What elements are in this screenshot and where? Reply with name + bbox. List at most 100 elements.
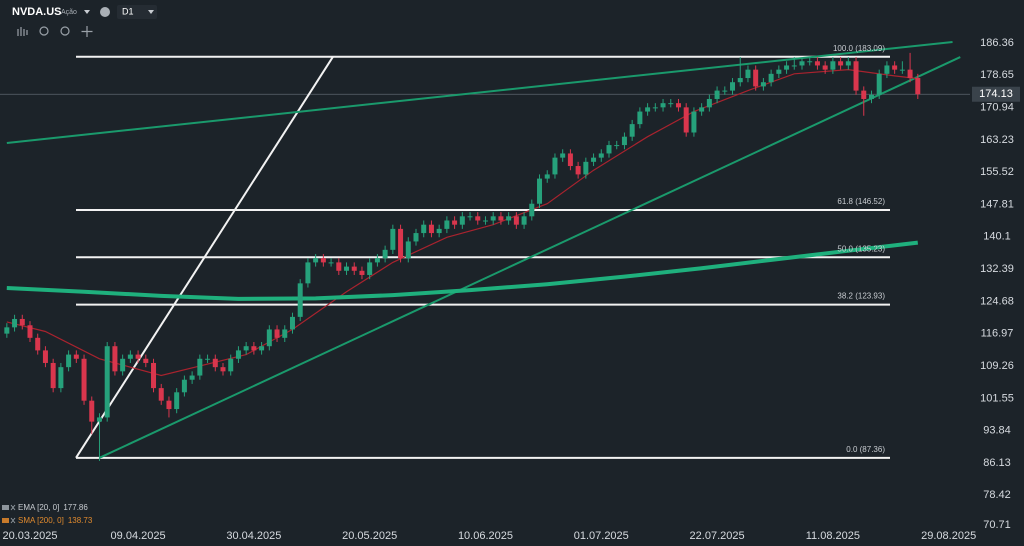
candle-body bbox=[135, 354, 141, 359]
candle-body bbox=[220, 367, 226, 372]
candle-body bbox=[683, 107, 689, 133]
candle-body bbox=[428, 224, 434, 234]
x-tick-label: 01.07.2025 bbox=[574, 530, 629, 542]
candle-body bbox=[243, 346, 249, 351]
candle-body bbox=[776, 69, 782, 74]
candle-body bbox=[706, 98, 712, 108]
candle-body bbox=[421, 224, 427, 234]
candle-body bbox=[151, 362, 157, 389]
candle-body bbox=[344, 266, 350, 271]
candle-body bbox=[27, 325, 33, 338]
dropdown-arrow[interactable] bbox=[148, 10, 154, 14]
legend-entry[interactable]: SMA [200, 0] 138.73 bbox=[18, 516, 93, 525]
candle-body bbox=[158, 388, 164, 401]
timeframe[interactable]: D1 bbox=[122, 6, 134, 16]
zoom-in-icon[interactable] bbox=[60, 26, 70, 36]
candle-body bbox=[328, 262, 334, 264]
x-tick-label: 09.04.2025 bbox=[111, 530, 166, 542]
candle-body bbox=[521, 216, 527, 225]
info-icon[interactable] bbox=[100, 7, 110, 17]
candle-body bbox=[305, 262, 311, 284]
candle-body bbox=[104, 346, 110, 418]
candle-body bbox=[12, 318, 18, 328]
dropdown-arrow[interactable] bbox=[84, 10, 90, 14]
candle-body bbox=[367, 262, 373, 275]
candle-body bbox=[467, 216, 473, 218]
symbol[interactable]: NVDA.US bbox=[12, 6, 62, 18]
candle-body bbox=[884, 65, 890, 74]
legend-icons[interactable] bbox=[2, 504, 16, 524]
asset-type: Ação bbox=[61, 9, 77, 16]
candle-body bbox=[382, 249, 388, 259]
candle-body bbox=[915, 78, 921, 95]
x-tick-label: 30.04.2025 bbox=[226, 530, 281, 542]
candle-body bbox=[560, 153, 566, 158]
candle-body bbox=[791, 65, 797, 67]
legend-icon[interactable] bbox=[2, 505, 9, 510]
y-tick-label: 70.71 bbox=[983, 519, 1011, 531]
last-price-label: 174.13 bbox=[979, 88, 1013, 100]
y-tick-label: 86.13 bbox=[983, 457, 1011, 469]
candle-body bbox=[637, 111, 643, 125]
candle-body bbox=[544, 174, 550, 179]
candle-body bbox=[575, 166, 581, 175]
candle-body bbox=[289, 316, 295, 330]
candle-body bbox=[181, 379, 187, 393]
candle-body bbox=[282, 329, 288, 338]
candle-body bbox=[799, 61, 805, 66]
zoom-out-icon[interactable] bbox=[39, 26, 49, 36]
x-tick-label: 29.08.2025 bbox=[921, 530, 976, 542]
legend-name: SMA [200, 0] bbox=[18, 516, 64, 525]
candle-body bbox=[490, 216, 496, 221]
y-tick-label: 109.26 bbox=[980, 360, 1014, 372]
candle-body bbox=[197, 358, 203, 376]
candle-body bbox=[405, 241, 411, 259]
bars-icon[interactable] bbox=[17, 27, 28, 36]
candle-body bbox=[120, 358, 126, 372]
x-tick-label: 11.08.2025 bbox=[806, 530, 860, 542]
candle-body bbox=[212, 358, 218, 368]
candle-body bbox=[838, 61, 844, 66]
candle-body bbox=[96, 417, 102, 422]
candle-body bbox=[745, 69, 751, 79]
candle-body bbox=[822, 65, 828, 70]
candle-body bbox=[297, 283, 303, 317]
fib-anchor bbox=[75, 56, 334, 459]
candle-body bbox=[143, 358, 149, 363]
last-price-box bbox=[972, 86, 1020, 102]
legend-value: 138.73 bbox=[68, 516, 93, 525]
close-icon[interactable] bbox=[10, 504, 16, 524]
candle-body bbox=[591, 157, 597, 162]
timeframe-box[interactable] bbox=[117, 5, 157, 19]
candle-body bbox=[205, 358, 211, 360]
candle-body bbox=[444, 220, 450, 229]
candle-body bbox=[351, 266, 357, 271]
candle-body bbox=[529, 203, 535, 217]
y-tick-label: 178.65 bbox=[980, 69, 1014, 81]
y-tick-label: 101.55 bbox=[980, 392, 1014, 404]
candle-body bbox=[127, 354, 133, 359]
candle-body bbox=[760, 82, 766, 87]
drawings bbox=[0, 40, 970, 459]
candle-body bbox=[251, 346, 257, 351]
candle-body bbox=[675, 103, 681, 108]
labels: 70.71 78.42 86.13 93.84 101.55 109.26 116.97 12… bbox=[2, 37, 1020, 542]
chart-tools[interactable] bbox=[17, 26, 93, 37]
candle-body bbox=[189, 375, 195, 380]
candle-body bbox=[861, 90, 867, 99]
y-tick-label: 132.39 bbox=[980, 263, 1014, 275]
legend-entry[interactable]: EMA [20, 0] 177.86 bbox=[18, 503, 88, 512]
candle-body bbox=[166, 400, 172, 410]
crosshair-icon[interactable] bbox=[81, 26, 93, 37]
candle-body bbox=[853, 61, 859, 91]
candle-body bbox=[50, 362, 56, 389]
candle-body bbox=[42, 350, 48, 363]
legend-icon[interactable] bbox=[2, 518, 9, 523]
candle-body bbox=[699, 107, 705, 112]
candle-body bbox=[320, 258, 326, 263]
candle-body bbox=[845, 61, 851, 66]
candle-body bbox=[652, 107, 658, 109]
candle-body bbox=[452, 220, 458, 225]
